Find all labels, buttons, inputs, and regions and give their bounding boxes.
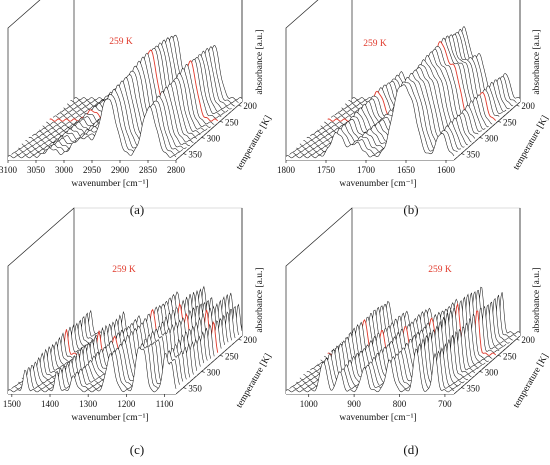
z-tick-label-c: 300 xyxy=(207,367,221,377)
panel-b: 1800 1750 1700 1650 1600 200 250 300 350 xyxy=(277,0,535,175)
x-tick-label-a: 2850 xyxy=(139,165,158,175)
panel-label-b: (b) xyxy=(403,202,418,217)
spectrum-trace-b xyxy=(285,84,455,159)
spectrum-trace-a xyxy=(7,98,177,159)
z-axis-label-c: temperature [K] xyxy=(235,352,274,410)
spectrum-fill-d xyxy=(286,349,454,394)
x-tick-label-c: 1400 xyxy=(41,399,60,409)
z-axis-label-d: temperature [K] xyxy=(512,352,550,410)
spectrum-trace-c xyxy=(11,343,180,390)
x-tick-label-a: 3000 xyxy=(55,165,74,175)
z-tick-mark-b xyxy=(497,121,502,123)
frame-back-d xyxy=(285,207,353,394)
z-tick-mark-a xyxy=(219,121,224,123)
panel-a: 3100 3050 3000 2950 2900 2850 2800 200 250 300 350 xyxy=(0,0,257,175)
temperature-annotation-b: 259 K xyxy=(363,39,387,49)
y-axis-label-b: absorbance [a.u.] xyxy=(532,29,542,94)
z-tick-label-a: 300 xyxy=(207,133,221,143)
z-tick-mark-a xyxy=(183,153,187,155)
x-tick-label-b: 1750 xyxy=(317,165,336,175)
spectrum-fill-c xyxy=(8,347,176,394)
x-tick-label-b: 1600 xyxy=(437,165,456,175)
x-tick-label-c: 1100 xyxy=(156,399,174,409)
z-tick-mark-d xyxy=(497,355,502,357)
x-tick-label-b: 1650 xyxy=(397,165,416,175)
x-tick-label-c: 1200 xyxy=(117,399,136,409)
z-axis-line-b xyxy=(453,101,521,161)
z-tick-mark-c xyxy=(183,387,187,389)
x-tick-label-a: 2950 xyxy=(83,165,102,175)
x-axis-label-b: wavenumber [cm⁻¹] xyxy=(339,179,416,189)
panel-label-c: (c) xyxy=(130,442,144,457)
x-tick-label-a: 3050 xyxy=(27,165,46,175)
z-tick-label-c: 250 xyxy=(225,351,239,361)
z-tick-mark-b xyxy=(461,153,465,155)
spectrum-fill-b xyxy=(286,84,454,160)
x-tick-label-d: 700 xyxy=(438,399,452,409)
z-axis-line-c xyxy=(175,335,243,395)
y-axis-label-c: absorbance [a.u.] xyxy=(255,267,265,332)
z-tick-label-a: 200 xyxy=(243,101,257,111)
z-tick-mark-d xyxy=(479,371,483,373)
x-axis-label-a: wavenumber [cm⁻¹] xyxy=(71,179,148,189)
x-tick-label-b: 1800 xyxy=(277,165,296,175)
spectrum-trace-c xyxy=(7,347,177,393)
z-tick-label-b: 250 xyxy=(503,117,517,127)
z-tick-mark-b xyxy=(479,137,483,139)
z-tick-mark-a xyxy=(238,104,242,107)
z-tick-label-c: 200 xyxy=(243,335,257,345)
frame-back-c xyxy=(7,207,75,394)
z-tick-label-a: 350 xyxy=(188,150,202,160)
x-axis-label-d: wavenumber [cm⁻¹] xyxy=(339,413,416,423)
panel-d: 1000 900 800 700 200 250 300 350 xyxy=(285,207,535,409)
z-tick-mark-b xyxy=(516,104,520,107)
temperature-annotation-c: 259 K xyxy=(112,265,136,275)
x-tick-label-d: 1000 xyxy=(300,399,319,409)
z-tick-mark-a xyxy=(201,137,205,139)
z-tick-label-b: 350 xyxy=(466,150,480,160)
x-tick-label-d: 900 xyxy=(347,399,361,409)
spectrum-trace-b xyxy=(292,76,461,153)
z-tick-label-d: 350 xyxy=(466,384,480,394)
y-axis-label-d: absorbance [a.u.] xyxy=(532,267,542,332)
y-axis-label-a: absorbance [a.u.] xyxy=(255,29,265,94)
spectrum-trace-d xyxy=(285,348,455,393)
panel-label-a: (a) xyxy=(130,202,144,217)
z-tick-label-b: 200 xyxy=(521,101,535,111)
z-tick-mark-c xyxy=(219,355,224,357)
z-tick-label-d: 300 xyxy=(485,367,499,377)
x-tick-label-b: 1700 xyxy=(357,165,376,175)
x-tick-label-a: 3100 xyxy=(0,165,18,175)
z-tick-label-d: 200 xyxy=(521,335,535,345)
x-tick-label-a: 2800 xyxy=(167,165,186,175)
temperature-annotation-a: 259 K xyxy=(109,37,133,47)
z-tick-mark-c xyxy=(238,338,242,341)
x-axis-label-c: wavenumber [cm⁻¹] xyxy=(71,413,148,423)
z-tick-mark-d xyxy=(461,387,465,389)
z-tick-label-d: 250 xyxy=(503,351,517,361)
x-tick-label-d: 800 xyxy=(393,399,407,409)
x-tick-label-a: 2900 xyxy=(111,165,130,175)
z-tick-label-a: 250 xyxy=(225,117,239,127)
spectrum-trace-b xyxy=(289,81,458,156)
temperature-annotation-d: 259 K xyxy=(428,265,452,275)
spectrum-trace-c xyxy=(14,338,184,387)
spectrum-fill-a xyxy=(8,99,176,160)
z-axis-label-b: temperature [K] xyxy=(512,114,550,172)
x-tick-label-c: 1300 xyxy=(79,399,98,409)
frame-back-a xyxy=(7,0,75,160)
z-tick-mark-d xyxy=(516,338,520,341)
z-axis-line-a xyxy=(175,101,243,161)
z-axis-label-a: temperature [K] xyxy=(235,114,274,172)
z-tick-label-c: 350 xyxy=(188,384,202,394)
z-axis-line-d xyxy=(453,335,521,395)
z-tick-label-b: 300 xyxy=(485,133,499,143)
spectrum-trace-c xyxy=(18,334,187,384)
x-tick-label-c: 1500 xyxy=(3,399,22,409)
panel-c: 1500 1400 1300 1200 1100 200 250 300 350 xyxy=(3,207,257,409)
panel-label-d: (d) xyxy=(403,442,418,457)
frame-back-b xyxy=(285,0,353,160)
z-tick-mark-c xyxy=(201,371,205,373)
